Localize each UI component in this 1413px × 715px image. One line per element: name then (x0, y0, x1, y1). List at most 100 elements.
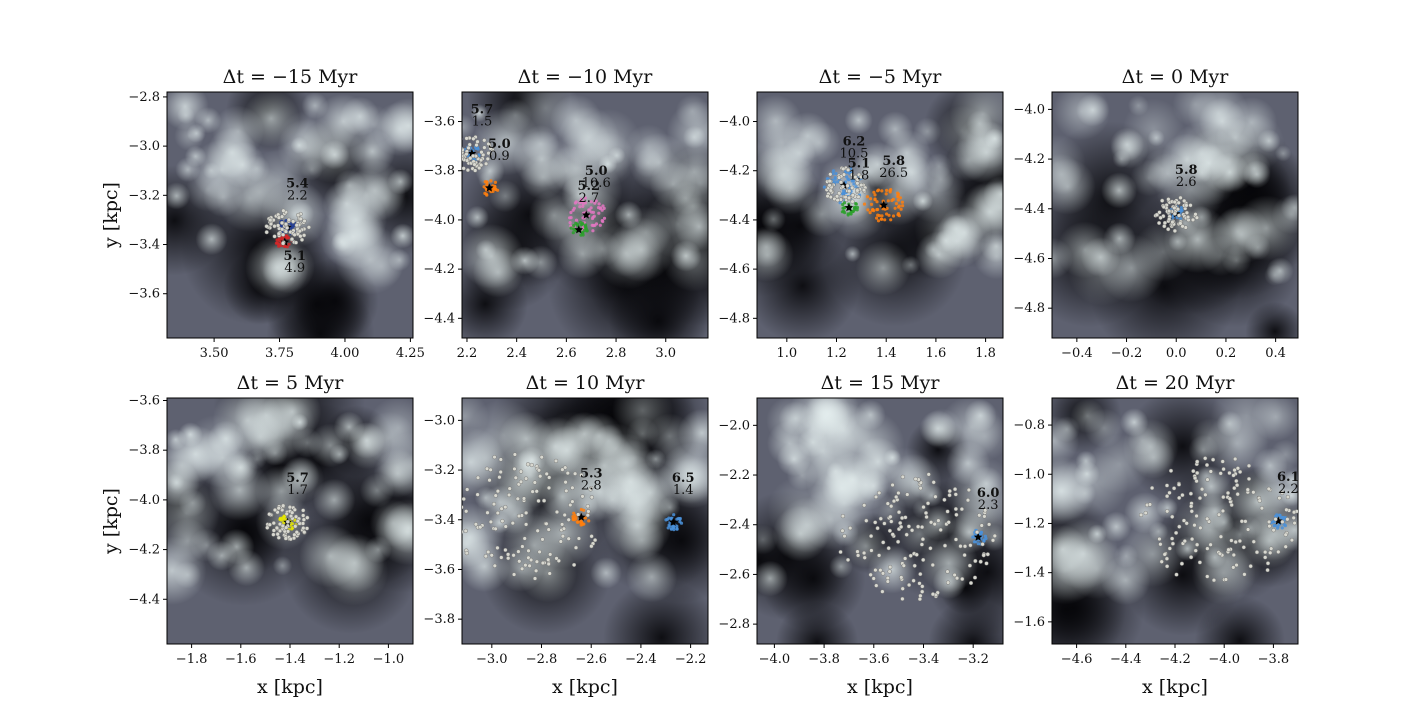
y-tick-label: −4.8 (1013, 301, 1045, 316)
y-tick-label: −4.2 (1013, 152, 1045, 167)
cluster-particles (664, 513, 684, 532)
y-tick-label: −3.6 (128, 393, 160, 408)
y-tick-label: −1.6 (1013, 615, 1045, 630)
tracer-particles (1153, 195, 1199, 233)
axes-frame (461, 91, 709, 339)
gas-density-map (462, 92, 708, 338)
y-tick-label: −4.6 (718, 262, 750, 277)
x-tick-label: 0.2 (1216, 346, 1237, 361)
panel-3: Δt = −5 Myr 1.0 1.2 1.4 1.6 1.8 −4.0 −4.2 −4.4 −4… (718, 66, 1004, 361)
cluster-label-top: 5.4 (286, 176, 309, 191)
axes-frame (166, 91, 414, 339)
panel-4: Δt = 0 Myr −0.4 −0.2 0.0 0.2 0.4 −4.0 −4.2 −4.4 −… (1013, 66, 1299, 361)
y-tick-label: −3.4 (128, 238, 160, 253)
x-tick-label: 1.4 (876, 346, 897, 361)
cluster-star-marker (973, 532, 983, 541)
panel-7: Δt = 15 Myr −4.0 −3.8 −3.6 −3.4 −3.2 −2.0 −2.2 −… (718, 372, 1004, 698)
y-tick-label: −3.8 (423, 164, 455, 179)
y-tick-label: −4.4 (423, 311, 455, 326)
tracer-particles (1138, 456, 1298, 583)
x-tick-label: −3.8 (808, 652, 840, 667)
y-tick-label: −3.6 (128, 287, 160, 302)
panel-title: Δt = 0 Myr (1122, 66, 1230, 88)
cluster-label-bottom: 2.3 (978, 498, 999, 513)
x-tick-label: 3.50 (200, 346, 229, 361)
x-tick-label: 4.25 (396, 346, 425, 361)
panel-title: Δt = −10 Myr (518, 66, 654, 88)
panel-title: Δt = −5 Myr (819, 66, 943, 88)
x-tick-label: −4.2 (1159, 652, 1191, 667)
panel-2: Δt = −10 Myr 2.2 2.4 2.6 2.8 3.0 −3.6 −3.8 −4.0 −… (423, 66, 709, 361)
x-tick-label: 2.2 (457, 346, 478, 361)
y-tick-label: −4.0 (718, 115, 750, 130)
x-tick-label: 1.8 (975, 346, 996, 361)
y-tick-label: −2.0 (718, 418, 750, 433)
y-tick-label: −3.4 (423, 513, 455, 528)
cluster-label-top: 5.1 (848, 157, 871, 172)
x-tick-label: −3.8 (1258, 652, 1290, 667)
panel-title: Δt = 15 Myr (821, 372, 941, 394)
cluster-star-marker (582, 210, 591, 219)
cluster-label-bottom: 1.7 (287, 483, 308, 498)
cluster-particles (569, 220, 589, 237)
cluster-label-top: 6.0 (977, 486, 1000, 501)
panel-title: Δt = 5 Myr (237, 372, 345, 394)
x-axis-label: x [kpc] (1142, 676, 1208, 698)
y-tick-label: −2.4 (718, 518, 750, 533)
y-tick-label: −3.2 (423, 463, 455, 478)
panel-5: Δt = 5 Myr −1.8 −1.6 −1.4 −1.2 −1.0 −3.6 −3.8 −4… (100, 372, 414, 698)
x-tick-label: −3.0 (476, 652, 508, 667)
panel-1: Δt = −15 Myr 3.50 3.75 4.00 4.25 −2.8 −3.0 −3.2… (100, 66, 425, 361)
y-axis-label: y [kpc] (100, 488, 122, 555)
y-tick-label: −2.8 (128, 90, 160, 105)
tracer-particles (462, 135, 495, 173)
y-tick-label: −4.6 (1013, 251, 1045, 266)
cluster-label-top: 5.2 (577, 179, 600, 194)
cluster-label-bottom: 10.5 (839, 146, 868, 161)
tracer-particles (824, 165, 868, 204)
cluster-label-top: 5.1 (283, 249, 306, 264)
x-tick-label: −1.2 (323, 652, 355, 667)
cluster-label-top: 5.7 (471, 103, 494, 118)
tracer-particles (264, 208, 311, 246)
cluster-label-top: 5.0 (488, 137, 511, 152)
y-tick-label: −4.2 (128, 543, 160, 558)
x-tick-label: 3.75 (265, 346, 294, 361)
axes-frame (461, 397, 709, 645)
cluster-label-top: 6.5 (672, 471, 695, 486)
x-axis-label: x [kpc] (847, 676, 913, 698)
y-axis-label: y [kpc] (100, 182, 122, 249)
x-tick-label: −2.2 (675, 652, 707, 667)
x-tick-label: 1.0 (776, 346, 797, 361)
panel-6: Δt = 10 Myr −3.0 −2.8 −2.6 −2.4 −2.2 −3.0 −3.2 −… (423, 372, 709, 698)
cluster-label-bottom: 1.5 (472, 115, 493, 130)
x-tick-label: −0.2 (1111, 346, 1143, 361)
y-tick-label: −2.2 (718, 468, 750, 483)
x-tick-label: 2.6 (556, 346, 577, 361)
cluster-label-bottom: 2.2 (1278, 482, 1299, 497)
x-axis-label: x [kpc] (257, 676, 323, 698)
y-tick-label: −3.6 (423, 562, 455, 577)
axes-frame (756, 397, 1004, 645)
y-tick-label: −3.0 (423, 413, 455, 428)
x-tick-label: −3.4 (908, 652, 940, 667)
y-tick-label: −1.0 (1013, 467, 1045, 482)
x-tick-label: −4.6 (1061, 652, 1093, 667)
x-tick-label: −1.4 (274, 652, 306, 667)
cluster-label-bottom: 2.7 (578, 191, 599, 206)
x-tick-label: 3.0 (655, 346, 676, 361)
cluster-label-top: 5.3 (580, 466, 603, 481)
y-tick-label: −4.0 (128, 493, 160, 508)
x-tick-label: −3.2 (957, 652, 989, 667)
cluster-label-top: 6.1 (1277, 470, 1300, 485)
cluster-label-bottom: 1.4 (673, 483, 694, 498)
x-tick-label: −2.6 (575, 652, 607, 667)
x-tick-label: −0.4 (1061, 346, 1093, 361)
y-tick-label: −3.2 (128, 188, 160, 203)
cluster-star-marker (844, 203, 854, 212)
y-tick-label: −3.6 (423, 115, 455, 130)
cluster-label-top: 5.7 (286, 471, 309, 486)
cluster-label-bottom: 2.8 (581, 478, 602, 493)
y-tick-label: −1.4 (1013, 566, 1045, 581)
